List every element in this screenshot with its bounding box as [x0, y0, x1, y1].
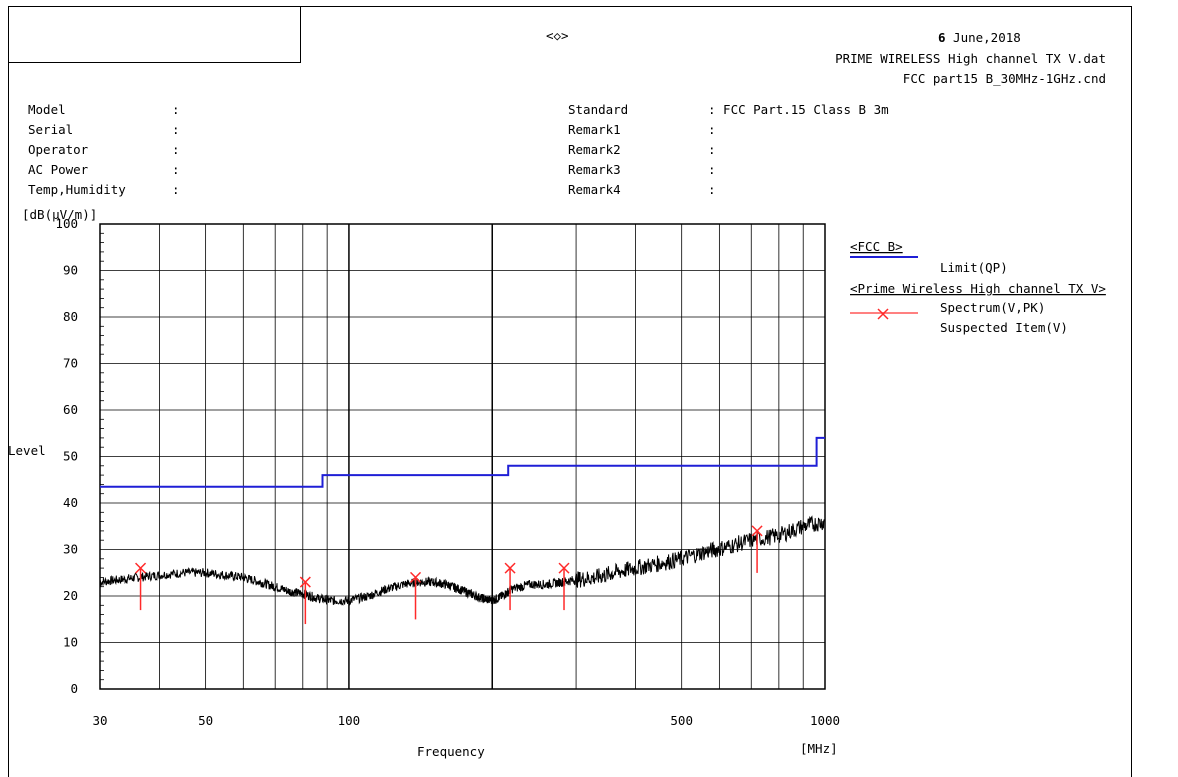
meta-left-item-label: AC Power	[28, 162, 89, 177]
suspected-markers	[135, 525, 763, 625]
suspected-x	[504, 562, 516, 574]
meta-left-item-value: :	[172, 182, 180, 197]
y-tick-label: 90	[63, 263, 78, 278]
x-tick-label: 500	[670, 713, 693, 728]
y-unit-label: [dB(μV/m)]	[22, 207, 97, 222]
meta-right-item-label: Remark3	[568, 162, 621, 177]
meta-left-item-value: :	[172, 122, 180, 137]
meta-right-item-value: : FCC Part.15 Class B 3m	[708, 102, 889, 117]
series-spectrum-line	[99, 515, 826, 606]
x-tick-label: 30	[92, 713, 107, 728]
legend-suspected-marker	[877, 308, 889, 320]
x-tick-label: 1000	[810, 713, 840, 728]
suspected-item-marker	[299, 576, 311, 625]
condition-file-name: FCC part15 B_30MHz-1GHz.cnd	[902, 71, 1106, 86]
suspected-x	[409, 571, 422, 583]
meta-left-item-label: Serial	[28, 122, 74, 137]
legend-spectrum-label: Spectrum(V,PK)	[940, 300, 1045, 315]
y-tick-label: 80	[63, 309, 78, 324]
y-tick-label: 10	[63, 635, 78, 650]
suspected-item-marker	[504, 562, 516, 611]
meta-right-item-value: :	[708, 142, 716, 157]
date-day: 6	[938, 30, 946, 45]
meta-right-item-value: :	[708, 122, 716, 137]
title-box	[8, 6, 301, 63]
y-tick-label: 70	[63, 356, 78, 371]
x-tick-label: 50	[198, 713, 213, 728]
data-file-name: PRIME WIRELESS High channel TX V.dat	[835, 51, 1106, 66]
meta-left-item-value: :	[172, 142, 180, 157]
meta-left-item-value: :	[172, 162, 180, 177]
x-unit-label: [MHz]	[800, 741, 838, 756]
x-axis-title: Frequency	[417, 744, 485, 759]
meta-right-item-label: Remark2	[568, 142, 621, 157]
suspected-item-marker	[558, 562, 570, 611]
plot-border	[99, 223, 826, 690]
meta-right-item-value: :	[708, 162, 716, 177]
suspected-x	[299, 576, 311, 588]
meta-right-item-value: :	[708, 182, 716, 197]
meta-left-item-label: Operator	[28, 142, 89, 157]
series-limit-line	[100, 436, 825, 488]
suspected-x	[558, 562, 570, 574]
y-axis-title: Level	[8, 443, 46, 458]
date-rest: June,2018	[945, 30, 1021, 45]
meta-right-item-label: Standard	[568, 102, 629, 117]
meta-left-item-label: Model	[28, 102, 66, 117]
grid	[100, 224, 825, 689]
x-axis-labels: 30 50 100 500 1000	[92, 713, 840, 728]
y-tick-label: 20	[63, 588, 78, 603]
center-mark: <◇>	[546, 28, 569, 43]
y-tick-label: 30	[63, 542, 78, 557]
report-date: 6 June,2018	[938, 30, 1021, 45]
meta-right-item-label: Remark4	[568, 182, 621, 197]
suspected-item-marker	[409, 571, 422, 620]
suspected-x	[135, 562, 147, 574]
legend-limit-label: Limit(QP)	[940, 260, 1008, 275]
legend-group-fcc: <FCC B>	[850, 239, 903, 254]
suspected-item-marker	[135, 562, 147, 611]
y-axis-labels: 0 10 20 30 40 50 60 70 80 90 100	[55, 216, 78, 696]
suspected-item-marker	[751, 525, 763, 573]
meta-right-item-label: Remark1	[568, 122, 621, 137]
meta-left-item-label: Temp,Humidity	[28, 182, 126, 197]
meta-left-item-value: :	[172, 102, 180, 117]
series-layer	[99, 436, 826, 606]
y-tick-label: 0	[70, 681, 78, 696]
suspected-x	[751, 525, 763, 537]
x-tick-label: 100	[338, 713, 361, 728]
legend-suspected-label: Suspected Item(V)	[940, 320, 1068, 335]
report-frame	[8, 6, 1132, 777]
legend-group-device: <Prime Wireless High channel TX V>	[850, 281, 1106, 296]
y-tick-label: 100	[55, 216, 78, 231]
y-tick-label: 50	[63, 449, 78, 464]
y-tick-label: 40	[63, 495, 78, 510]
y-tick-label: 60	[63, 402, 78, 417]
